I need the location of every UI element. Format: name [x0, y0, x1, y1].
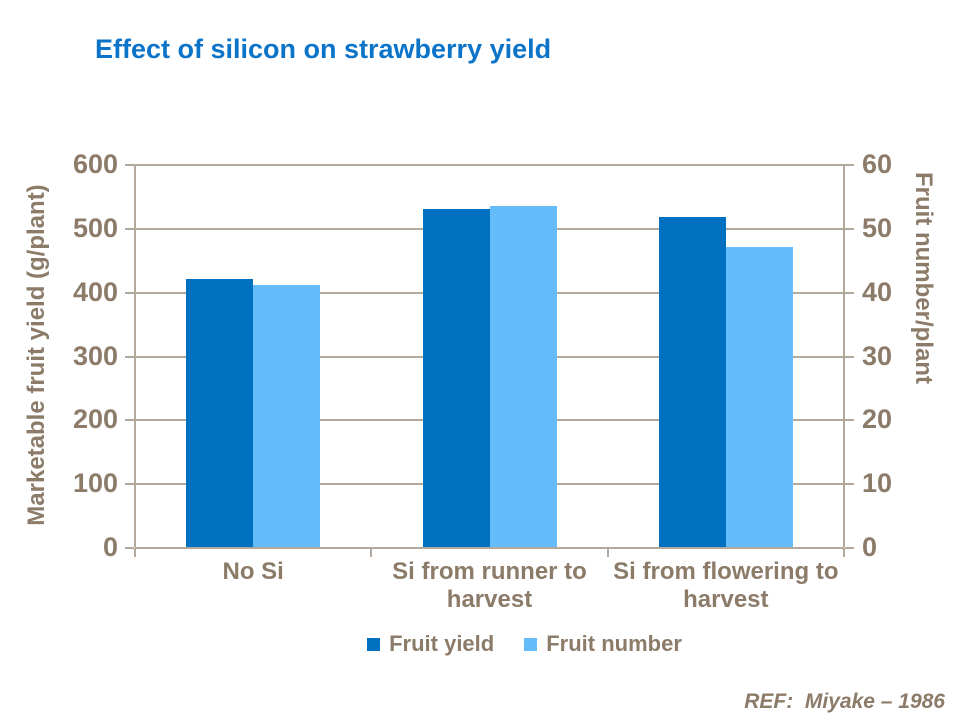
left-axis-tick-label: 600 [72, 149, 118, 179]
y-axis-tick-right [845, 355, 854, 358]
bar-fruit-yield [658, 216, 726, 547]
right-axis-tick-label: 60 [862, 149, 893, 179]
right-axis-tick-label: 10 [862, 468, 893, 499]
legend-label: Fruit yield [389, 631, 495, 656]
y-axis-tick-left [125, 547, 134, 549]
gridline [135, 547, 844, 549]
right-axis-tick-label: 40 [862, 276, 893, 307]
right-axis-tick-label: 30 [862, 340, 893, 371]
left-axis-tick-label: 200 [72, 404, 118, 435]
y-axis-tick-right [845, 291, 854, 294]
ref-note: REF: Miyake – 1986 [744, 690, 945, 713]
plot-area [125, 164, 854, 557]
y-axis-tick-right [845, 547, 854, 549]
y-axis-tick-right [845, 164, 854, 166]
gridline [135, 164, 844, 166]
left-axis-tick-label: 400 [72, 276, 118, 307]
y-axis-tick-left [125, 227, 134, 230]
x-axis-tick [606, 548, 609, 557]
x-axis-tick [134, 548, 136, 557]
left-axis-title: Marketable fruit yield (g/plant) [23, 184, 50, 526]
bar-fruit-number [725, 246, 793, 547]
y-axis-tick-left [125, 355, 134, 358]
chart-title: Effect of silicon on strawberry yield [95, 34, 552, 64]
x-axis-tick [843, 548, 845, 557]
x-axis-tick [370, 548, 373, 557]
y-axis-tick-right [845, 419, 854, 422]
right-axis-line [843, 164, 845, 547]
right-axis-tick-label: 20 [862, 404, 893, 435]
y-axis-tick-right [845, 227, 854, 230]
bar-fruit-yield [422, 208, 490, 547]
legend-label: Fruit number [546, 631, 682, 656]
category-label: Si from flowering to harvest [613, 558, 839, 613]
category-label: No Si [222, 558, 284, 585]
legend-item: Fruit yield [367, 632, 494, 656]
right-axis-tick-label: 50 [862, 212, 893, 243]
legend-item: Fruit number [524, 632, 682, 656]
left-axis-tick-label: 300 [72, 340, 118, 371]
bar-fruit-number [489, 205, 557, 547]
legend-swatch-fruit-yield [367, 637, 381, 651]
bar-fruit-yield [186, 278, 254, 547]
bar-fruit-number [253, 285, 321, 547]
legend: Fruit yield Fruit number [135, 632, 844, 656]
left-axis-tick-label: 0 [102, 532, 118, 562]
y-axis-tick-left [125, 164, 134, 166]
left-axis-tick-label: 100 [72, 468, 118, 499]
y-axis-tick-left [125, 483, 134, 486]
right-axis-tick-label: 0 [862, 532, 878, 562]
y-axis-tick-left [125, 419, 134, 422]
y-axis-tick-right [845, 483, 854, 486]
left-axis-tick-label: 500 [72, 212, 118, 243]
legend-swatch-fruit-number [524, 637, 538, 651]
y-axis-tick-left [125, 291, 134, 294]
category-label: Si from runner to harvest [392, 558, 587, 613]
